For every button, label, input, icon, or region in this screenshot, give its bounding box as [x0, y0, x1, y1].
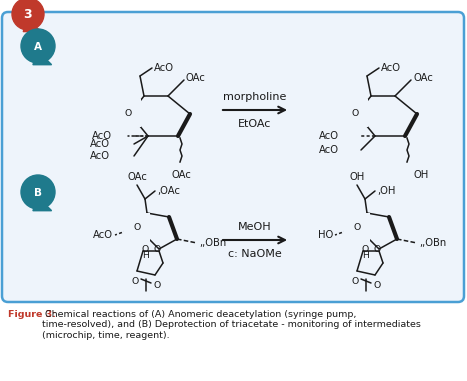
Text: MeOH: MeOH [238, 222, 272, 232]
Text: morpholine: morpholine [223, 92, 287, 102]
Text: AcO: AcO [154, 63, 174, 73]
Text: H: H [362, 250, 369, 259]
Polygon shape [33, 197, 51, 211]
Text: Chemical reactions of (A) Anomeric deacetylation (syringe pump,
time-resolved), : Chemical reactions of (A) Anomeric deace… [42, 310, 421, 340]
Text: O: O [124, 109, 132, 117]
Text: OAc: OAc [171, 170, 191, 180]
Text: A: A [34, 42, 42, 52]
Text: ,OH: ,OH [377, 186, 396, 196]
Text: O: O [153, 280, 161, 290]
Text: OH: OH [413, 170, 428, 180]
Circle shape [21, 175, 55, 209]
Text: ,,OBn: ,,OBn [199, 238, 226, 248]
Text: Figure 3:: Figure 3: [8, 310, 56, 319]
Text: OAc: OAc [413, 73, 433, 83]
Text: O: O [351, 109, 359, 117]
Text: AcO: AcO [381, 63, 401, 73]
Text: c: NaOMe: c: NaOMe [228, 249, 282, 259]
Text: AcO: AcO [319, 145, 339, 155]
Circle shape [12, 0, 44, 30]
Text: ,,OBn: ,,OBn [419, 238, 446, 248]
Text: O: O [351, 277, 359, 285]
Text: O: O [374, 280, 381, 290]
Text: H: H [142, 250, 149, 259]
Text: HO: HO [318, 230, 333, 240]
Text: B: B [34, 188, 42, 198]
Text: O: O [374, 245, 381, 253]
Text: AcO: AcO [92, 131, 112, 141]
Text: ,OAc: ,OAc [157, 186, 180, 196]
Text: O: O [153, 245, 161, 253]
Text: O: O [131, 277, 139, 285]
Text: O: O [361, 245, 368, 253]
Text: AcO: AcO [90, 151, 110, 161]
Circle shape [21, 29, 55, 63]
Text: OH: OH [349, 172, 365, 182]
Text: 3: 3 [24, 8, 32, 21]
Text: EtOAc: EtOAc [238, 119, 272, 129]
FancyBboxPatch shape [2, 12, 464, 302]
Text: AcO: AcO [319, 131, 339, 141]
Text: O: O [142, 245, 149, 253]
Polygon shape [33, 51, 51, 65]
Polygon shape [23, 19, 41, 32]
Text: OAc: OAc [186, 73, 206, 83]
Text: AcO: AcO [93, 230, 113, 240]
Text: O: O [134, 223, 141, 232]
Text: O: O [124, 109, 132, 117]
Text: OAc: OAc [127, 172, 147, 182]
Text: O: O [354, 223, 361, 232]
Text: AcO: AcO [90, 139, 110, 149]
